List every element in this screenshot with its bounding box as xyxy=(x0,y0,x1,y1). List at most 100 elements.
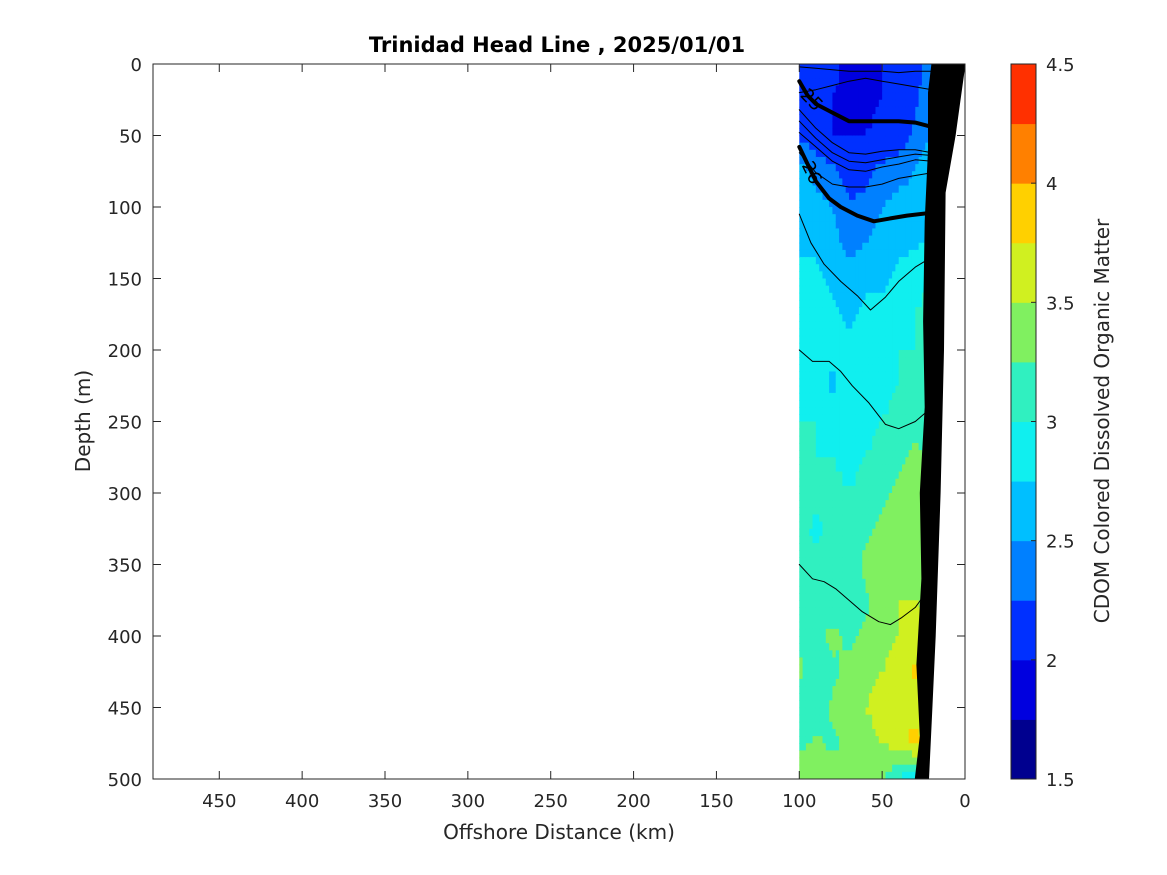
heat-cell xyxy=(799,550,804,558)
heat-cell xyxy=(852,528,857,537)
heat-cell xyxy=(805,757,810,766)
heat-cell xyxy=(875,407,880,415)
heat-cell xyxy=(849,686,853,694)
heat-cell xyxy=(892,135,896,144)
heat-cell xyxy=(805,764,810,773)
heat-cell xyxy=(819,485,824,494)
heat-cell xyxy=(865,757,870,766)
heat-cell xyxy=(805,664,810,673)
heat-cell xyxy=(905,407,910,415)
heat-cell xyxy=(918,442,923,451)
heat-cell xyxy=(822,614,827,623)
heat-cell xyxy=(882,257,887,265)
heat-cell xyxy=(852,407,857,415)
heat-cell xyxy=(905,364,910,373)
heat-cell xyxy=(862,314,867,322)
heat-cell xyxy=(878,156,883,165)
heat-cell xyxy=(812,414,817,423)
heat-cell xyxy=(872,271,877,280)
heat-cell xyxy=(895,357,900,365)
heat-cell xyxy=(799,278,804,287)
heat-cell xyxy=(868,392,873,401)
heat-cell xyxy=(845,192,850,201)
heat-cell xyxy=(855,121,860,129)
heat-cell xyxy=(815,142,820,151)
heat-cell xyxy=(898,700,903,709)
heat-cell xyxy=(875,85,880,94)
heat-cell xyxy=(915,714,920,723)
heat-cell xyxy=(819,600,824,608)
heat-cell xyxy=(822,178,827,187)
heat-cell xyxy=(911,721,916,730)
heat-cell xyxy=(878,450,883,458)
heat-cell xyxy=(892,328,896,337)
heat-cell xyxy=(872,450,877,458)
heat-cell xyxy=(799,264,804,272)
heat-cell xyxy=(858,199,863,208)
heat-cell xyxy=(865,728,870,737)
heat-cell xyxy=(809,378,814,387)
heat-cell xyxy=(845,185,850,194)
heat-cell xyxy=(895,235,900,244)
heat-cell xyxy=(875,721,880,730)
heat-cell xyxy=(858,321,863,330)
heat-cell xyxy=(895,71,900,79)
heat-cell xyxy=(888,514,893,523)
heat-cell xyxy=(902,435,906,444)
heat-cell xyxy=(885,736,890,744)
heat-cell xyxy=(845,371,850,380)
heat-cell xyxy=(921,407,926,415)
heat-cell xyxy=(799,736,804,744)
heat-cell xyxy=(825,114,830,122)
heat-cell xyxy=(905,92,910,101)
heat-cell xyxy=(882,485,887,494)
heat-cell xyxy=(825,550,830,558)
heat-cell xyxy=(882,478,887,487)
heat-cell xyxy=(835,335,840,344)
heat-cell xyxy=(888,192,893,201)
heat-cell xyxy=(898,385,903,394)
heat-cell xyxy=(845,557,850,566)
heat-cell xyxy=(845,292,850,301)
heat-cell xyxy=(888,657,893,666)
heat-cell xyxy=(902,757,906,766)
heat-cell xyxy=(905,593,910,601)
heat-cell xyxy=(855,307,860,315)
heat-cell xyxy=(839,242,843,251)
heat-cell xyxy=(895,164,900,172)
heat-cell xyxy=(895,507,900,516)
heat-cell xyxy=(849,771,853,779)
heat-cell xyxy=(865,385,870,394)
heat-cell xyxy=(815,378,820,387)
heat-cell xyxy=(902,271,906,280)
heat-cell xyxy=(829,214,834,222)
heat-cell xyxy=(905,71,910,79)
heat-cell xyxy=(885,207,890,215)
heat-cell xyxy=(842,64,847,72)
heat-cell xyxy=(882,757,887,766)
heat-cell xyxy=(908,235,913,244)
heat-cell xyxy=(905,650,910,659)
heat-cell xyxy=(865,557,870,566)
heat-cell xyxy=(849,307,853,315)
heat-cell xyxy=(819,643,824,651)
heat-cell xyxy=(802,485,807,494)
heat-cell xyxy=(898,678,903,687)
heat-cell xyxy=(842,750,847,759)
heat-cell xyxy=(855,442,860,451)
heat-cell xyxy=(908,464,913,473)
heat-cell xyxy=(882,385,887,394)
heat-cell xyxy=(875,385,880,394)
heat-cell xyxy=(819,514,824,523)
heat-cell xyxy=(865,142,870,151)
heat-cell xyxy=(882,307,887,315)
heat-cell xyxy=(809,421,814,430)
heat-cell xyxy=(822,121,827,129)
heat-cell xyxy=(911,771,916,779)
heat-cell xyxy=(908,571,913,580)
heat-cell xyxy=(852,242,857,251)
heat-cell xyxy=(849,335,853,344)
heat-cell xyxy=(898,142,903,151)
heat-cell xyxy=(849,278,853,287)
heat-cell xyxy=(842,400,847,408)
